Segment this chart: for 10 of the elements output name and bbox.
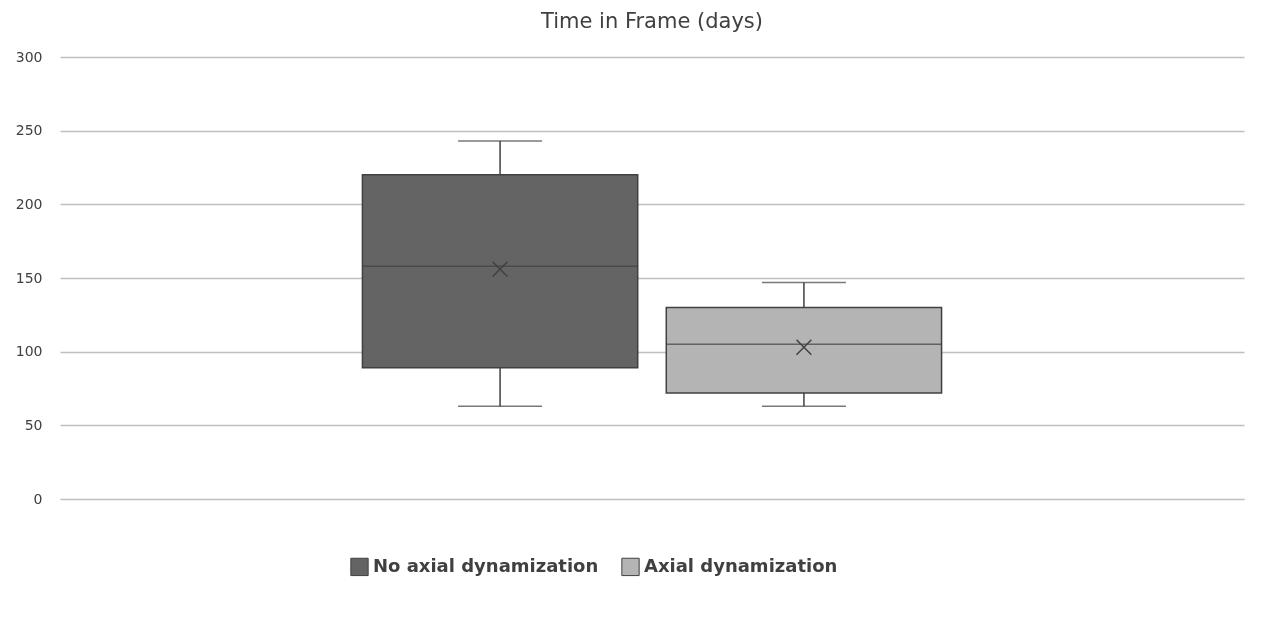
y-tick-label: 50 xyxy=(24,416,43,433)
y-tick-label: 300 xyxy=(15,48,43,65)
y-tick-label: 200 xyxy=(15,195,43,212)
legend-label: Axial dynamization xyxy=(644,554,838,576)
y-tick-label: 150 xyxy=(15,269,43,286)
y-tick-label: 0 xyxy=(33,490,43,507)
chart-title: Time in Frame (days) xyxy=(540,9,763,33)
y-tick-label: 250 xyxy=(15,122,43,139)
y-tick-label: 100 xyxy=(15,343,43,360)
legend-label: No axial dynamization xyxy=(373,554,599,576)
